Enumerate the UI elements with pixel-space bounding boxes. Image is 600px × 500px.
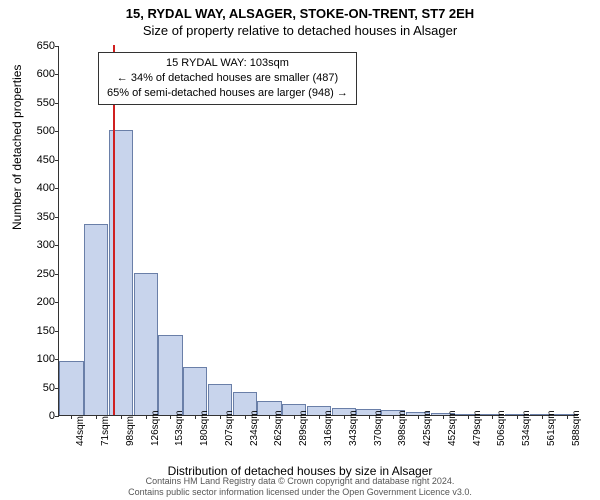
x-tick-label: 425sqm bbox=[422, 410, 433, 446]
x-tick-mark bbox=[121, 415, 122, 419]
histogram-bar bbox=[134, 273, 158, 415]
x-tick-mark bbox=[567, 415, 568, 419]
y-tick-mark bbox=[55, 160, 59, 161]
x-tick-label: 289sqm bbox=[298, 410, 309, 446]
y-tick-mark bbox=[55, 188, 59, 189]
annotation-box: 15 RYDAL WAY: 103sqm ← 34% of detached h… bbox=[98, 52, 357, 105]
x-tick-mark bbox=[195, 415, 196, 419]
y-tick-label: 50 bbox=[21, 382, 55, 394]
x-tick-mark bbox=[468, 415, 469, 419]
y-tick-label: 350 bbox=[21, 211, 55, 223]
x-tick-label: 506sqm bbox=[496, 410, 507, 446]
footer-line1: Contains HM Land Registry data © Crown c… bbox=[0, 476, 600, 487]
histogram-bar bbox=[183, 367, 207, 415]
x-tick-mark bbox=[146, 415, 147, 419]
x-tick-mark bbox=[443, 415, 444, 419]
x-tick-label: 44sqm bbox=[75, 416, 86, 446]
x-tick-label: 398sqm bbox=[397, 410, 408, 446]
x-tick-mark bbox=[170, 415, 171, 419]
x-tick-mark bbox=[96, 415, 97, 419]
x-tick-mark bbox=[319, 415, 320, 419]
y-tick-mark bbox=[55, 74, 59, 75]
histogram-bar bbox=[59, 361, 83, 415]
chart-plot-area: 0501001502002503003504004505005506006504… bbox=[58, 46, 578, 416]
x-tick-label: 180sqm bbox=[199, 410, 210, 446]
x-tick-label: 479sqm bbox=[472, 410, 483, 446]
x-tick-mark bbox=[71, 415, 72, 419]
x-tick-mark bbox=[344, 415, 345, 419]
x-tick-mark bbox=[517, 415, 518, 419]
y-tick-label: 150 bbox=[21, 325, 55, 337]
x-tick-label: 153sqm bbox=[174, 410, 185, 446]
x-tick-label: 561sqm bbox=[546, 410, 557, 446]
annotation-line2: ← 34% of detached houses are smaller (48… bbox=[107, 71, 348, 86]
y-axis-label: Number of detached properties bbox=[10, 65, 24, 230]
x-tick-mark bbox=[294, 415, 295, 419]
histogram-bar bbox=[158, 335, 182, 415]
y-tick-mark bbox=[55, 217, 59, 218]
y-tick-label: 300 bbox=[21, 239, 55, 251]
x-tick-label: 452sqm bbox=[447, 410, 458, 446]
y-tick-label: 400 bbox=[21, 182, 55, 194]
x-tick-label: 126sqm bbox=[150, 410, 161, 446]
y-tick-mark bbox=[55, 331, 59, 332]
chart-subtitle: Size of property relative to detached ho… bbox=[0, 21, 600, 38]
y-tick-mark bbox=[55, 245, 59, 246]
x-tick-label: 588sqm bbox=[571, 410, 582, 446]
x-tick-label: 98sqm bbox=[125, 416, 136, 446]
y-tick-label: 600 bbox=[21, 68, 55, 80]
x-tick-mark bbox=[245, 415, 246, 419]
x-tick-mark bbox=[369, 415, 370, 419]
histogram-bar bbox=[109, 130, 133, 415]
x-tick-mark bbox=[220, 415, 221, 419]
y-tick-mark bbox=[55, 274, 59, 275]
chart-title-address: 15, RYDAL WAY, ALSAGER, STOKE-ON-TRENT, … bbox=[0, 0, 600, 21]
footer-line2: Contains public sector information licen… bbox=[0, 487, 600, 498]
x-tick-label: 534sqm bbox=[521, 410, 532, 446]
y-tick-label: 500 bbox=[21, 125, 55, 137]
x-tick-mark bbox=[492, 415, 493, 419]
x-tick-label: 234sqm bbox=[249, 410, 260, 446]
x-tick-label: 262sqm bbox=[273, 410, 284, 446]
y-tick-mark bbox=[55, 416, 59, 417]
x-tick-mark bbox=[418, 415, 419, 419]
annotation-line1: 15 RYDAL WAY: 103sqm bbox=[107, 56, 348, 71]
histogram-bar bbox=[84, 224, 108, 415]
y-tick-mark bbox=[55, 46, 59, 47]
y-tick-label: 100 bbox=[21, 353, 55, 365]
annotation-line3: 65% of semi-detached houses are larger (… bbox=[107, 86, 348, 101]
y-tick-mark bbox=[55, 302, 59, 303]
chart-container: 15, RYDAL WAY, ALSAGER, STOKE-ON-TRENT, … bbox=[0, 0, 600, 500]
x-tick-label: 207sqm bbox=[224, 410, 235, 446]
y-tick-mark bbox=[55, 359, 59, 360]
footer-attribution: Contains HM Land Registry data © Crown c… bbox=[0, 476, 600, 499]
x-tick-mark bbox=[393, 415, 394, 419]
x-tick-label: 316sqm bbox=[323, 410, 334, 446]
x-tick-mark bbox=[542, 415, 543, 419]
y-tick-mark bbox=[55, 131, 59, 132]
x-tick-label: 71sqm bbox=[100, 416, 111, 446]
x-tick-label: 370sqm bbox=[373, 410, 384, 446]
y-tick-label: 550 bbox=[21, 97, 55, 109]
x-tick-label: 343sqm bbox=[348, 410, 359, 446]
y-tick-label: 450 bbox=[21, 154, 55, 166]
y-tick-label: 0 bbox=[21, 410, 55, 422]
y-tick-label: 250 bbox=[21, 268, 55, 280]
x-tick-mark bbox=[269, 415, 270, 419]
y-tick-mark bbox=[55, 103, 59, 104]
y-tick-label: 200 bbox=[21, 296, 55, 308]
y-tick-label: 650 bbox=[21, 40, 55, 52]
